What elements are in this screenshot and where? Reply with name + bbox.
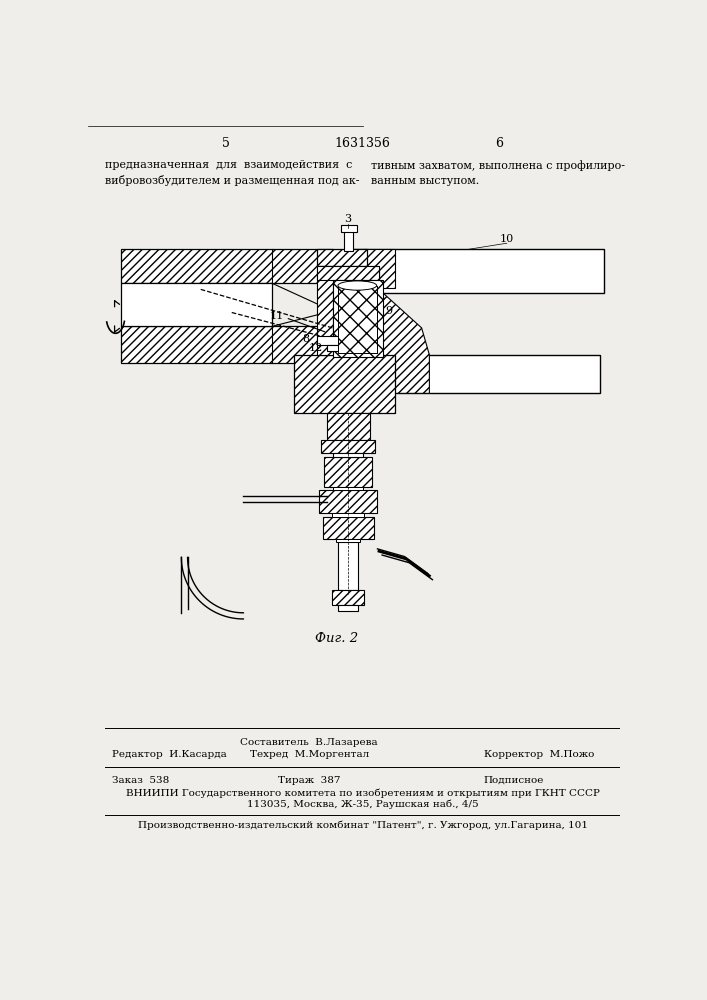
Bar — [121, 249, 332, 283]
Bar — [327, 345, 370, 351]
Bar — [332, 513, 364, 517]
Text: Составитель  В.Лазарева: Составитель В.Лазарева — [240, 738, 378, 747]
Text: тивным захватом, выполнена с профилиро-
ванным выступом.: тивным захватом, выполнена с профилиро- … — [371, 160, 625, 186]
Bar — [341, 225, 356, 232]
Bar — [317, 266, 379, 280]
Bar — [332, 280, 383, 357]
Text: ВНИИПИ Государственного комитета по изобретениям и открытиям при ГКНТ СССР: ВНИИПИ Государственного комитета по изоб… — [126, 788, 600, 798]
Bar — [338, 286, 377, 353]
Bar — [368, 355, 600, 393]
Bar — [344, 229, 354, 251]
Text: 10: 10 — [500, 234, 514, 244]
Text: Тираж  387: Тираж 387 — [278, 776, 341, 785]
Bar — [363, 266, 379, 355]
Bar — [338, 286, 377, 353]
Bar — [363, 249, 395, 288]
Text: 11: 11 — [269, 311, 284, 321]
Ellipse shape — [338, 281, 377, 290]
Bar — [121, 326, 332, 363]
Text: 6: 6 — [495, 137, 503, 150]
Text: 9: 9 — [385, 306, 392, 316]
Bar — [338, 605, 358, 611]
Text: Производственно-издательский комбинат "Патент", г. Ужгород, ул.Гагарина, 101: Производственно-издательский комбинат "П… — [138, 821, 588, 830]
Bar — [321, 440, 375, 453]
Bar — [333, 487, 363, 490]
Text: 8: 8 — [302, 334, 309, 344]
Text: 12: 12 — [308, 343, 322, 353]
Bar — [327, 413, 370, 440]
Text: Техред  М.Моргентал: Техред М.Моргентал — [250, 750, 369, 759]
Bar — [348, 249, 604, 293]
Bar — [332, 590, 364, 605]
Bar — [317, 249, 368, 266]
Bar — [121, 283, 272, 326]
Bar — [324, 457, 372, 487]
Bar — [323, 517, 373, 539]
Text: Фиг. 2: Фиг. 2 — [315, 632, 358, 645]
Text: Заказ  538: Заказ 538 — [112, 776, 169, 785]
Bar — [317, 266, 332, 355]
Text: Редактор  И.Касарда: Редактор И.Касарда — [112, 750, 226, 759]
Bar — [317, 336, 375, 345]
Bar — [338, 542, 358, 590]
Bar — [293, 355, 395, 413]
Bar — [320, 490, 377, 513]
Bar — [336, 539, 361, 542]
Polygon shape — [379, 289, 429, 393]
Text: 113035, Москва, Ж-35, Раушская наб., 4/5: 113035, Москва, Ж-35, Раушская наб., 4/5 — [247, 800, 479, 809]
Text: Корректор  М.Пожо: Корректор М.Пожо — [484, 750, 594, 759]
Text: 5: 5 — [221, 137, 230, 150]
Text: Подписное: Подписное — [484, 776, 544, 785]
Text: 1631356: 1631356 — [335, 137, 391, 150]
Bar — [333, 453, 363, 457]
Text: 3: 3 — [344, 214, 351, 224]
Text: предназначенная  для  взаимодействия  с
вибровозбудителем и размещенная под ак-: предназначенная для взаимодействия с виб… — [105, 160, 360, 186]
